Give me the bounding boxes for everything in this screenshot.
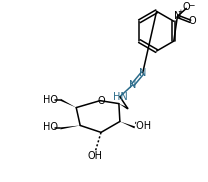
Text: ʼOH: ʼOH <box>134 121 152 131</box>
Polygon shape <box>120 121 135 128</box>
Text: N: N <box>129 80 136 90</box>
Text: O: O <box>183 2 190 12</box>
Polygon shape <box>60 125 80 129</box>
Text: N: N <box>139 68 146 78</box>
Text: O: O <box>188 16 196 26</box>
Text: HO: HO <box>43 122 58 132</box>
Text: HN: HN <box>113 92 127 102</box>
Text: OH: OH <box>88 151 103 161</box>
Polygon shape <box>119 104 128 109</box>
Text: N: N <box>174 11 181 21</box>
Polygon shape <box>60 99 76 108</box>
Text: −: − <box>188 1 194 10</box>
Text: +: + <box>177 9 183 15</box>
Text: HO: HO <box>43 95 58 105</box>
Text: O: O <box>97 96 105 106</box>
